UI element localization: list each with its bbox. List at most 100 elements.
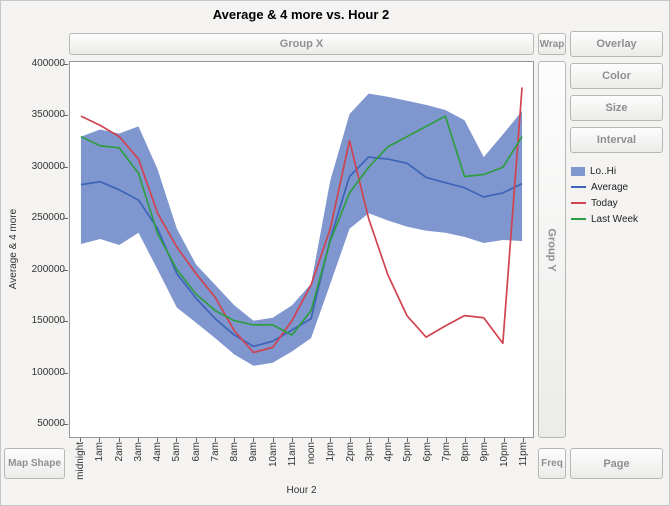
x-tick-label: 10am [267, 442, 279, 468]
x-tick-mark [195, 438, 197, 442]
size-zone[interactable]: Size [570, 95, 663, 121]
x-tick-label: 4am [152, 442, 164, 462]
legend-item-today[interactable]: Today [571, 195, 669, 211]
overlay-zone-label: Overlay [596, 38, 637, 50]
x-tick-label: 1am [94, 442, 106, 462]
size-zone-label: Size [605, 102, 628, 114]
x-tick-mark [80, 438, 81, 442]
x-tick-label: 7pm [440, 442, 452, 462]
y-tick-label: 50000 [37, 418, 65, 429]
x-tick-mark [176, 438, 178, 442]
x-tick-label: 4pm [383, 442, 395, 462]
freq-zone-label: Freq [541, 458, 563, 469]
x-tick-mark [214, 438, 216, 442]
group-y-zone[interactable]: Group Y [538, 61, 566, 438]
x-tick-label: midnight [75, 442, 86, 480]
x-tick-label: 7am [209, 442, 221, 462]
x-tick-label: 10pm [498, 442, 510, 468]
x-tick-mark [368, 438, 370, 442]
x-tick-label: 8am [229, 442, 241, 462]
color-zone-label: Color [602, 70, 631, 82]
x-tick-label: 5am [171, 442, 183, 462]
x-tick-mark [388, 438, 390, 442]
page-zone[interactable]: Page [570, 448, 663, 479]
page-zone-label: Page [603, 457, 630, 470]
x-tick-mark [137, 438, 139, 442]
x-tick-mark [465, 438, 467, 442]
legend: Lo..Hi Average Today Last Week [571, 163, 669, 227]
y-tick-mark [64, 115, 68, 117]
y-tick-label: 350000 [31, 109, 65, 121]
wrap-zone[interactable]: Wrap [538, 33, 566, 55]
x-tick-mark [484, 438, 486, 442]
x-tick-label: 3pm [363, 442, 375, 462]
x-tick-label: 3am [132, 442, 144, 462]
band-swatch-icon [571, 166, 585, 176]
line-swatch-icon [571, 218, 586, 220]
x-tick-mark [234, 438, 236, 442]
map-shape-zone[interactable]: Map Shape [4, 448, 65, 479]
y-tick-mark [64, 269, 68, 271]
x-tick-mark [445, 438, 447, 442]
x-tick-mark [272, 438, 274, 442]
x-tick-mark [253, 438, 255, 442]
x-tick-label: 6am [190, 442, 202, 462]
line-today [80, 87, 523, 354]
x-tick-mark [291, 438, 293, 442]
y-tick-label: 250000 [31, 212, 65, 224]
x-tick-mark [157, 438, 159, 442]
y-tick-mark [64, 64, 68, 65]
group-y-zone-label: Group Y [546, 227, 559, 272]
x-tick-label: 9pm [479, 442, 491, 462]
y-tick-label: 400000 [31, 58, 65, 69]
line-last-week [80, 115, 523, 336]
x-tick-label: 2am [113, 442, 125, 462]
band-lo-hi [80, 93, 523, 366]
x-tick-mark [311, 438, 313, 442]
group-x-zone[interactable]: Group X [69, 33, 534, 55]
wrap-zone-label: Wrap [539, 38, 565, 50]
legend-item-last-week[interactable]: Last Week [571, 211, 669, 227]
y-tick-label: 300000 [31, 160, 65, 172]
line-swatch-icon [571, 186, 586, 188]
map-shape-zone-label: Map Shape [8, 458, 61, 469]
chart-title: Average & 4 more vs. Hour 2 [212, 7, 390, 22]
color-zone[interactable]: Color [570, 63, 663, 89]
x-tick-label: noon [306, 442, 318, 465]
legend-item-label: Today [591, 197, 618, 209]
x-tick-label: 5pm [402, 442, 414, 462]
x-tick-label: 8pm [460, 442, 472, 462]
x-tick-label: 1pm [325, 442, 337, 462]
x-tick-mark [330, 438, 332, 442]
x-axis-label[interactable]: Hour 2 [286, 485, 317, 496]
legend-item-label: Last Week [591, 213, 639, 225]
overlay-zone[interactable]: Overlay [570, 31, 663, 57]
group-x-zone-label: Group X [279, 38, 324, 50]
x-tick-mark [99, 438, 101, 442]
y-tick-label: 200000 [31, 263, 65, 275]
y-tick-mark [64, 372, 68, 374]
y-tick-mark [64, 166, 68, 168]
legend-item-label: Average [591, 181, 629, 193]
freq-zone[interactable]: Freq [538, 448, 566, 479]
legend-item-lo-hi[interactable]: Lo..Hi [571, 163, 669, 179]
plot-area[interactable] [69, 61, 534, 438]
x-tick-mark [118, 438, 120, 442]
x-tick-label: 11pm [518, 442, 529, 467]
chart-canvas [80, 87, 523, 366]
y-axis-label[interactable]: Average & 4 more [8, 208, 19, 290]
interval-zone-label: Interval [596, 134, 637, 146]
x-tick-label: 11am [286, 442, 298, 467]
x-tick-label: 2pm [344, 442, 356, 462]
x-tick-mark [503, 438, 505, 442]
x-tick-mark [523, 438, 524, 442]
y-tick-mark [64, 321, 68, 323]
legend-item-label: Lo..Hi [590, 165, 617, 177]
legend-item-average[interactable]: Average [571, 179, 669, 195]
x-tick-mark [426, 438, 428, 442]
interval-zone[interactable]: Interval [570, 127, 663, 153]
x-tick-label: 9am [248, 442, 260, 462]
x-tick-mark [407, 438, 409, 442]
y-tick-mark [64, 218, 68, 220]
